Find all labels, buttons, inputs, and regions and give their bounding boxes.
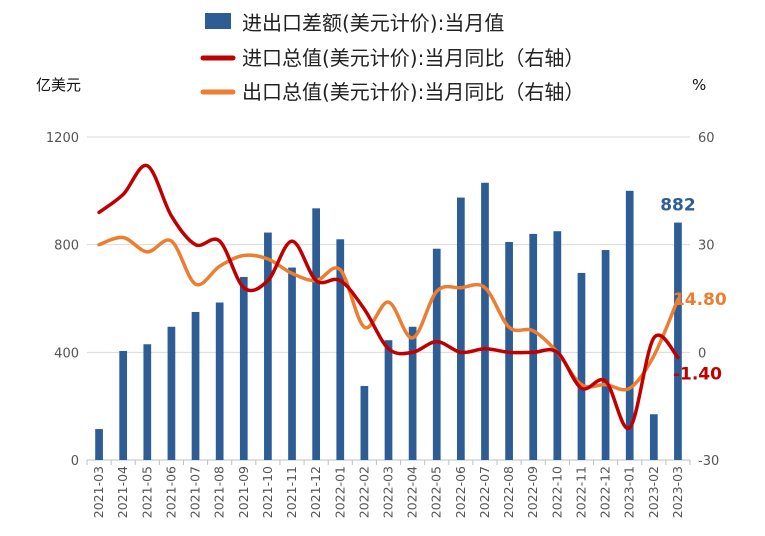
- balance-bars: [95, 182, 682, 461]
- end-labels: 882 14.80 -1.40: [660, 196, 727, 385]
- left-axis-unit: 亿美元: [36, 76, 81, 94]
- legend-swatch-balance: [205, 13, 231, 29]
- import-growth-line: [97, 163, 680, 430]
- x-tick-label: 2022-03: [381, 466, 396, 518]
- x-tick-label: 2022-05: [429, 466, 444, 518]
- x-tick-label: 2022-12: [598, 466, 613, 518]
- x-tick-label: 2022-08: [501, 466, 516, 518]
- y-right-tick-label: 60: [698, 131, 715, 146]
- bar-2022-05: [432, 248, 441, 460]
- y-left-tick-label: 1200: [46, 131, 79, 146]
- y-right-tick-label: 0: [698, 346, 706, 361]
- x-tick-label: 2021-06: [163, 466, 178, 518]
- bar-2021-08: [215, 302, 224, 460]
- x-tick-label: 2021-07: [188, 466, 203, 518]
- right-axis-unit: %: [692, 76, 706, 94]
- x-tick-label: 2021-04: [115, 466, 130, 518]
- bar-2021-03: [95, 429, 103, 460]
- bar-2021-05: [143, 344, 152, 460]
- x-tick-label: 2021-03: [91, 466, 106, 518]
- left-axis-ticks: 0 400 800 1200: [46, 131, 79, 469]
- legend-label-export: 出口总值(美元计价):当月同比（右轴）: [242, 80, 584, 104]
- bar-2023-03: [674, 222, 682, 460]
- bar-2022-03: [384, 340, 393, 460]
- bar-2022-01: [336, 239, 345, 460]
- bar-2021-11: [288, 267, 296, 460]
- bar-2022-07: [481, 182, 489, 460]
- x-tick-label: 2022-11: [573, 466, 588, 518]
- x-tick-label: 2021-10: [260, 466, 275, 518]
- x-tick-label: 2022-06: [453, 466, 468, 518]
- x-tick-label: 2022-10: [549, 466, 564, 518]
- x-axis: 2021-03 2021-04 2021-05 2021-06 2021-07 2021-…: [86, 460, 691, 518]
- bar-2023-02: [649, 414, 658, 460]
- x-tick-label: 2022-01: [332, 466, 347, 518]
- x-tick-label: 2023-03: [670, 466, 685, 518]
- x-tick-label: 2023-02: [646, 466, 661, 518]
- right-axis-ticks: -30 0 30 60: [698, 131, 719, 469]
- bar-2023-01: [625, 190, 634, 461]
- bar-2022-11: [577, 272, 586, 460]
- x-tick-label: 2021-05: [139, 466, 154, 518]
- bar-2021-12: [312, 208, 320, 460]
- x-tick-label: 2021-09: [236, 466, 251, 518]
- bar-2021-06: [167, 326, 176, 460]
- bar-2022-04: [408, 326, 417, 460]
- legend-label-balance: 进出口差额(美元计价):当月值: [242, 11, 504, 35]
- legend-label-import: 进口总值(美元计价):当月同比（右轴）: [242, 46, 584, 70]
- x-tick-label: 2021-08: [212, 466, 227, 518]
- export-end-label: 14.80: [673, 290, 727, 310]
- bar-2021-07: [191, 311, 200, 460]
- import-end-label: -1.40: [673, 364, 722, 384]
- export-growth-line: [97, 235, 680, 392]
- growth-lines: [97, 163, 680, 430]
- x-tick-label: 2022-07: [477, 466, 492, 518]
- bar-2022-09: [529, 233, 538, 460]
- x-tick-label: 2023-01: [622, 466, 637, 518]
- legend: 进出口差额(美元计价):当月值 进口总值(美元计价):当月同比（右轴） 出口总值…: [200, 11, 584, 104]
- y-left-tick-label: 800: [54, 239, 79, 254]
- x-tick-label: 2022-09: [525, 466, 540, 518]
- x-tick-label: 2021-11: [284, 466, 299, 518]
- bar-2022-12: [601, 250, 610, 460]
- balance-end-label: 882: [660, 196, 696, 216]
- x-tick-label: 2022-02: [356, 466, 371, 518]
- bar-2021-10: [264, 232, 272, 460]
- bar-2021-09: [239, 276, 248, 460]
- x-tick-label: 2021-12: [308, 466, 323, 518]
- y-left-tick-label: 400: [54, 346, 79, 361]
- y-right-tick-label: 30: [698, 239, 715, 254]
- bar-2022-10: [553, 231, 562, 460]
- x-tick-label: 2022-04: [405, 466, 420, 518]
- bar-2022-02: [360, 385, 369, 460]
- bar-2021-04: [119, 350, 128, 460]
- bar-2022-06: [457, 197, 465, 460]
- y-left-tick-label: 0: [71, 454, 79, 469]
- y-right-tick-label: -30: [698, 454, 719, 469]
